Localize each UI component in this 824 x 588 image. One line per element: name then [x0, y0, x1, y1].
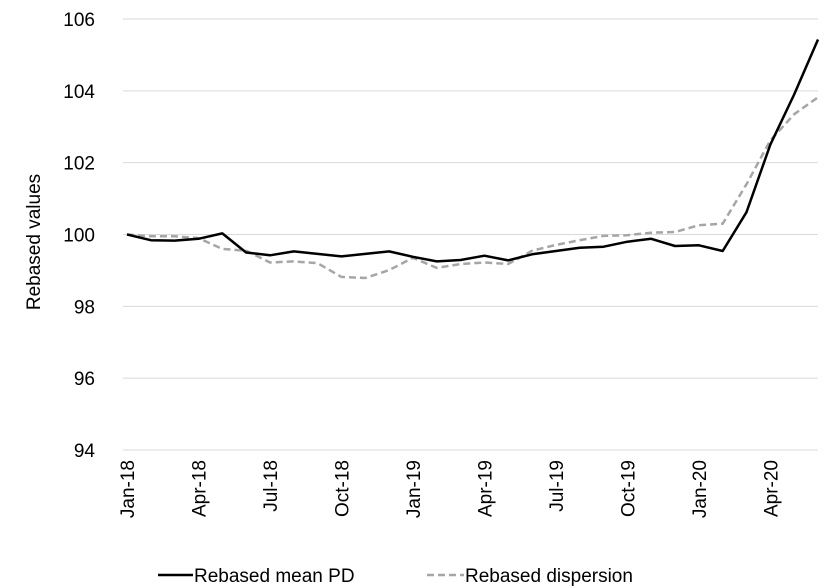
y-tick-label: 102	[63, 154, 95, 175]
x-tick-label: Apr-18	[189, 460, 210, 517]
y-axis-title: Rebased values	[24, 174, 45, 310]
legend-label: Rebased mean PD	[194, 566, 355, 587]
legend-label: Rebased dispersion	[465, 566, 633, 587]
x-axis-ticks: Jan-18 Apr-18 Jul-18 Oct-18 Jan-19 Apr-19 Jul-…	[118, 460, 782, 518]
y-tick-label: 104	[63, 82, 95, 103]
series-lines	[126, 39, 820, 280]
x-tick-label: Jan-20	[690, 460, 711, 518]
y-tick-label: 98	[74, 297, 95, 318]
x-tick-label: Jan-18	[118, 460, 139, 518]
series-line-rebased-mean-pd	[126, 39, 820, 263]
x-tick-label: Jan-19	[404, 460, 425, 518]
y-tick-label: 100	[63, 226, 95, 247]
series-line-rebased-dispersion	[126, 96, 819, 280]
x-tick-label: Apr-20	[761, 460, 782, 517]
y-axis-ticks: 94 96 98 100 102 104 106	[63, 10, 95, 462]
y-tick-label: 96	[74, 369, 95, 390]
gridlines	[123, 18, 818, 379]
y-tick-label: 106	[63, 10, 95, 31]
x-tick-label: Oct-18	[332, 460, 353, 517]
x-tick-label: Jul-18	[261, 460, 282, 512]
x-tick-label: Apr-19	[475, 460, 496, 517]
x-tick-label: Jul-19	[547, 460, 568, 512]
x-tick-label: Oct-19	[618, 460, 639, 517]
y-tick-label: 94	[74, 441, 96, 462]
legend: Rebased mean PD Rebased dispersion	[158, 566, 633, 587]
